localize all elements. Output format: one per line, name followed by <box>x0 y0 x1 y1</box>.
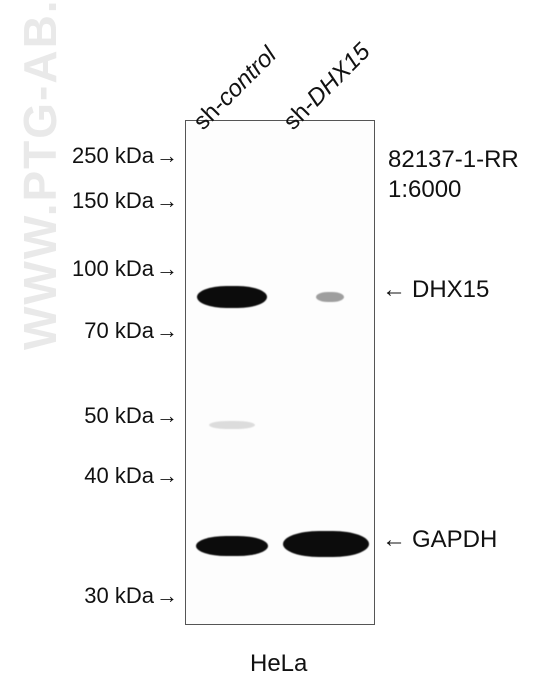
lane-italic: DHX15 <box>302 38 376 112</box>
blot-band <box>197 286 267 308</box>
antibody-info: 82137-1-RR 1:6000 <box>388 145 519 205</box>
arrow-right-icon: → <box>156 188 178 214</box>
band-annotation: ←DHX15 <box>382 276 489 304</box>
arrow-right-icon: → <box>156 256 178 282</box>
arrow-right-icon: → <box>156 463 178 489</box>
mw-marker: 30 kDa→ <box>84 583 178 609</box>
arrow-right-icon: → <box>156 318 178 344</box>
western-blot-figure: WWW.PTG-AB.COM sh-control sh-DHX15 82137… <box>0 0 560 700</box>
mw-marker: 250 kDa→ <box>72 143 178 169</box>
arrow-right-icon: → <box>156 403 178 429</box>
mw-marker: 150 kDa→ <box>72 188 178 214</box>
watermark-text: WWW.PTG-AB.COM <box>13 0 67 350</box>
arrow-left-icon: ← <box>382 526 406 553</box>
blot-band <box>196 536 268 556</box>
mw-marker: 50 kDa→ <box>84 403 178 429</box>
mw-marker: 40 kDa→ <box>84 463 178 489</box>
sample-label: HeLa <box>250 650 307 678</box>
antibody-dilution: 1:6000 <box>388 175 519 205</box>
blot-band <box>209 421 255 429</box>
band-annotation: ←GAPDH <box>382 526 497 554</box>
blot-band <box>283 531 369 557</box>
mw-marker: 100 kDa→ <box>72 256 178 282</box>
mw-marker: 70 kDa→ <box>84 318 178 344</box>
arrow-right-icon: → <box>156 583 178 609</box>
antibody-catalog: 82137-1-RR <box>388 145 519 175</box>
blot-band <box>316 292 344 302</box>
arrow-right-icon: → <box>156 143 178 169</box>
arrow-left-icon: ← <box>382 276 406 303</box>
lane-italic: control <box>212 42 282 112</box>
